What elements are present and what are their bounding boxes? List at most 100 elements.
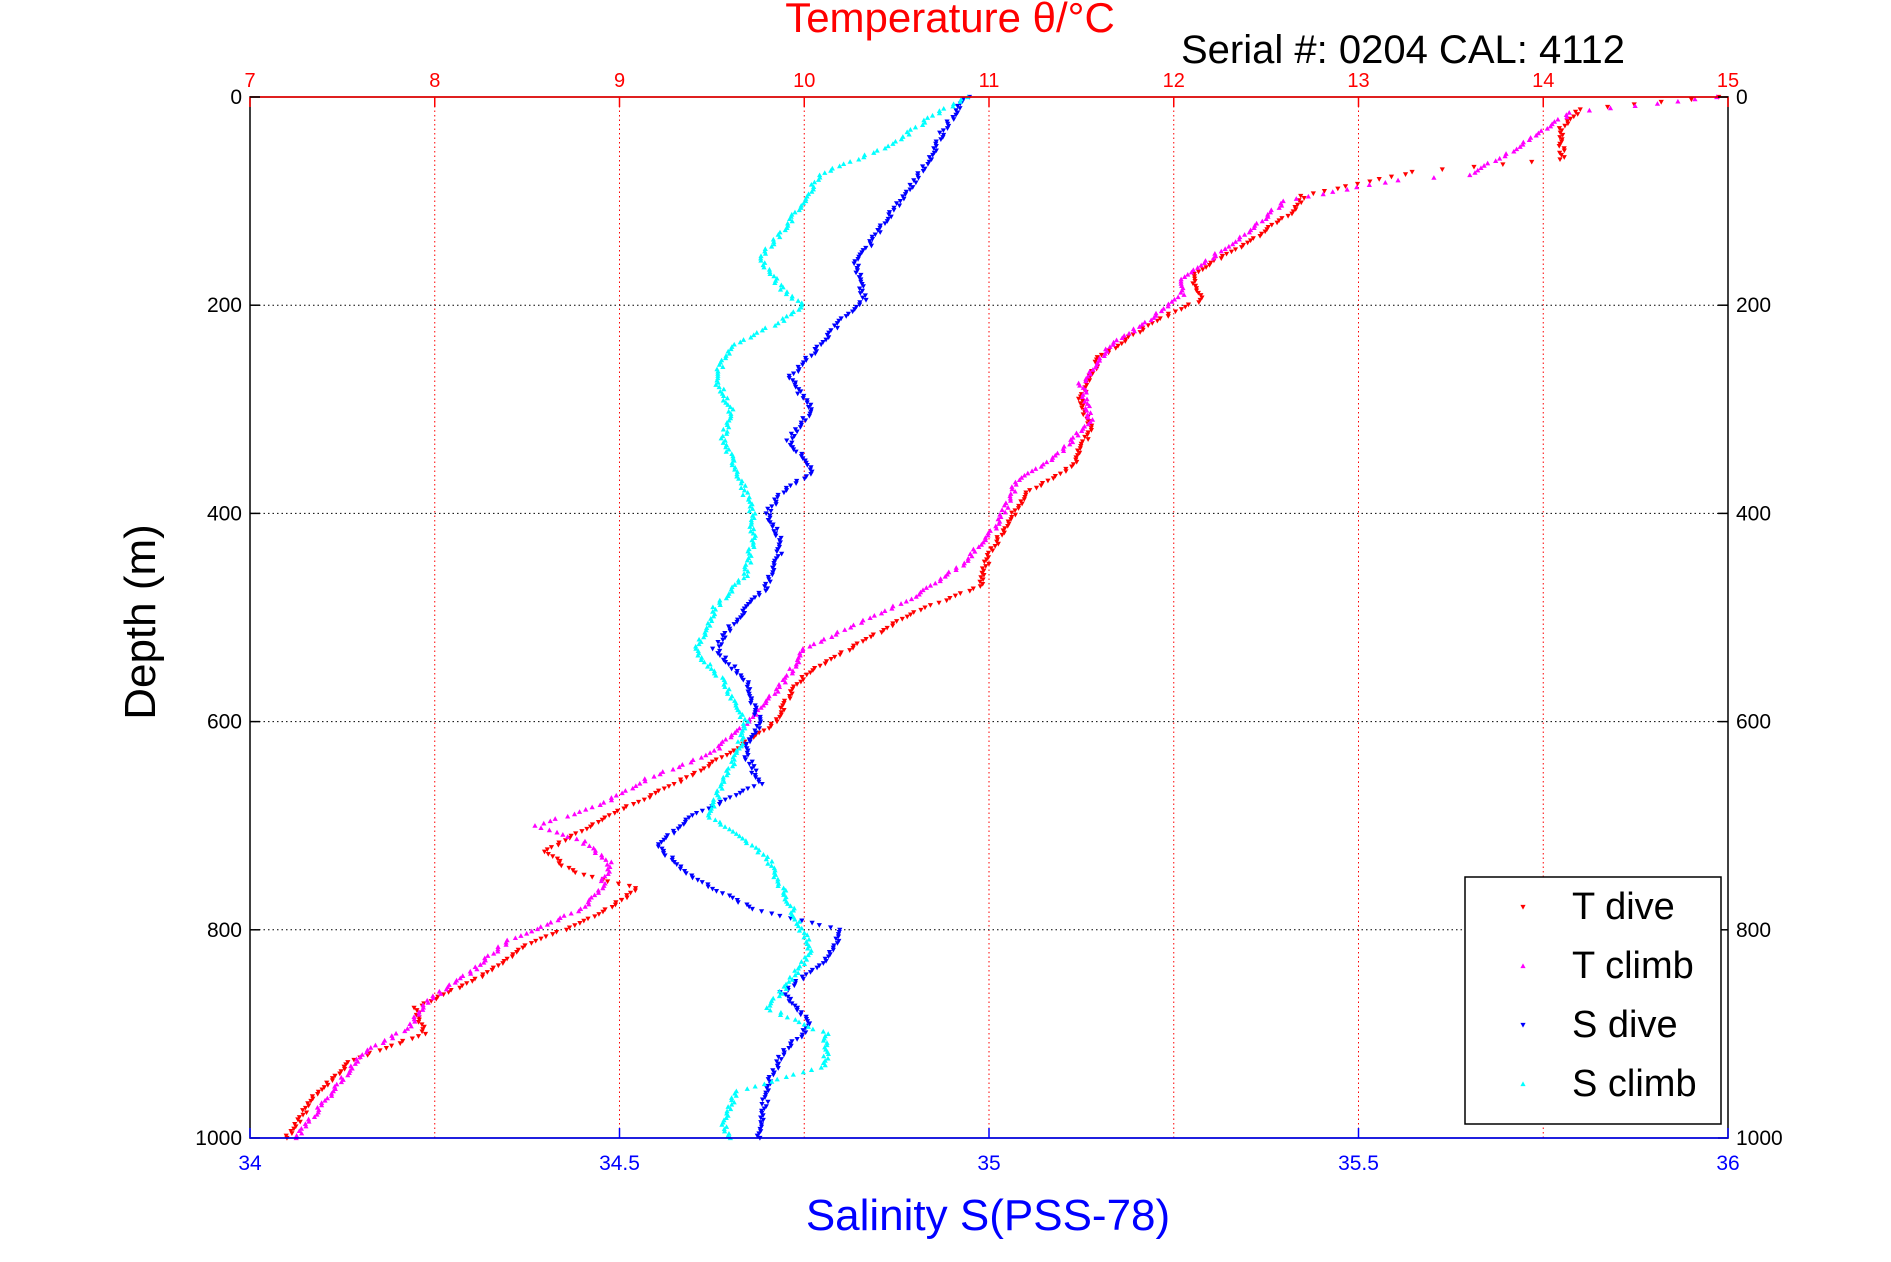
data-point bbox=[621, 806, 627, 812]
data-point bbox=[693, 646, 699, 651]
data-point bbox=[981, 573, 987, 578]
data-point bbox=[748, 553, 754, 558]
data-point bbox=[572, 870, 578, 876]
data-point bbox=[850, 309, 856, 315]
data-point bbox=[1242, 232, 1248, 237]
data-point bbox=[457, 985, 463, 991]
data-point bbox=[758, 909, 765, 914]
data-point bbox=[781, 318, 787, 323]
data-point bbox=[818, 1064, 824, 1070]
data-point bbox=[771, 241, 777, 247]
data-point bbox=[792, 968, 798, 973]
data-point bbox=[877, 230, 883, 235]
data-point bbox=[1269, 222, 1275, 228]
data-point bbox=[722, 684, 728, 689]
data-point bbox=[1203, 265, 1209, 270]
data-point bbox=[879, 630, 885, 635]
data-point bbox=[1013, 481, 1019, 487]
data-point bbox=[799, 300, 805, 306]
data-point bbox=[1199, 295, 1205, 301]
data-point bbox=[769, 524, 776, 530]
data-point bbox=[736, 725, 743, 731]
data-point bbox=[554, 829, 560, 835]
data-point bbox=[1181, 292, 1187, 297]
data-point bbox=[796, 1019, 802, 1025]
data-point bbox=[563, 927, 570, 933]
data-point bbox=[990, 548, 996, 554]
data-point bbox=[778, 705, 784, 711]
data-point bbox=[769, 858, 775, 864]
data-point bbox=[1007, 493, 1013, 499]
data-point bbox=[1027, 488, 1033, 493]
data-point bbox=[699, 808, 705, 814]
data-point bbox=[808, 181, 815, 187]
data-point bbox=[779, 551, 785, 557]
data-point bbox=[731, 341, 737, 347]
data-point bbox=[715, 373, 721, 378]
data-point bbox=[1239, 245, 1245, 250]
data-point bbox=[704, 625, 710, 630]
data-point bbox=[352, 1061, 358, 1066]
data-point bbox=[925, 162, 931, 167]
data-point bbox=[950, 103, 956, 109]
data-point bbox=[1070, 434, 1076, 440]
data-point bbox=[565, 834, 571, 839]
data-point bbox=[913, 180, 919, 186]
data-point bbox=[745, 568, 751, 574]
data-point bbox=[811, 184, 817, 189]
data-point bbox=[830, 947, 836, 953]
depth-tick-label-right: 200 bbox=[1736, 294, 1771, 317]
data-point bbox=[318, 1100, 325, 1105]
data-point bbox=[1142, 319, 1148, 325]
data-point bbox=[500, 961, 506, 966]
data-point bbox=[546, 827, 553, 833]
data-point bbox=[907, 187, 913, 193]
data-point bbox=[756, 730, 762, 736]
data-point bbox=[951, 117, 957, 122]
data-point bbox=[780, 284, 786, 290]
data-point bbox=[1228, 249, 1235, 255]
data-point bbox=[728, 1106, 734, 1112]
data-point bbox=[800, 1028, 806, 1033]
data-point bbox=[707, 622, 713, 628]
data-point bbox=[583, 806, 589, 812]
x-axis-label: Salinity S(PSS-78) bbox=[806, 1191, 1170, 1240]
data-point bbox=[920, 587, 926, 593]
data-point bbox=[800, 1069, 806, 1075]
data-point bbox=[595, 887, 601, 893]
data-point bbox=[619, 897, 625, 903]
data-point bbox=[795, 970, 801, 976]
data-point bbox=[589, 874, 595, 880]
data-point bbox=[807, 970, 814, 975]
data-point bbox=[825, 1051, 832, 1057]
data-point bbox=[740, 835, 746, 841]
data-point bbox=[1158, 308, 1165, 314]
data-point bbox=[754, 1133, 760, 1139]
data-point bbox=[661, 837, 667, 843]
data-point bbox=[790, 907, 797, 913]
data-point bbox=[812, 351, 818, 357]
data-point bbox=[822, 1062, 828, 1068]
data-point bbox=[1185, 271, 1191, 277]
data-point bbox=[803, 358, 809, 363]
data-point bbox=[467, 968, 473, 974]
y-axis-label: Depth (m) bbox=[116, 524, 165, 720]
data-point bbox=[568, 910, 574, 916]
data-point bbox=[602, 873, 608, 879]
data-point bbox=[922, 605, 928, 611]
data-point bbox=[789, 691, 795, 697]
data-point bbox=[457, 975, 463, 981]
data-point bbox=[289, 1131, 295, 1136]
data-point bbox=[1195, 265, 1201, 270]
data-point bbox=[1080, 385, 1086, 390]
data-point bbox=[765, 695, 771, 701]
data-point bbox=[1200, 267, 1206, 273]
data-point bbox=[1157, 316, 1163, 322]
data-point bbox=[826, 335, 832, 340]
data-point bbox=[867, 615, 873, 621]
data-point bbox=[862, 293, 868, 299]
data-point bbox=[828, 168, 834, 173]
data-point bbox=[1025, 470, 1031, 476]
data-point bbox=[1500, 162, 1506, 168]
data-point bbox=[1367, 179, 1373, 185]
